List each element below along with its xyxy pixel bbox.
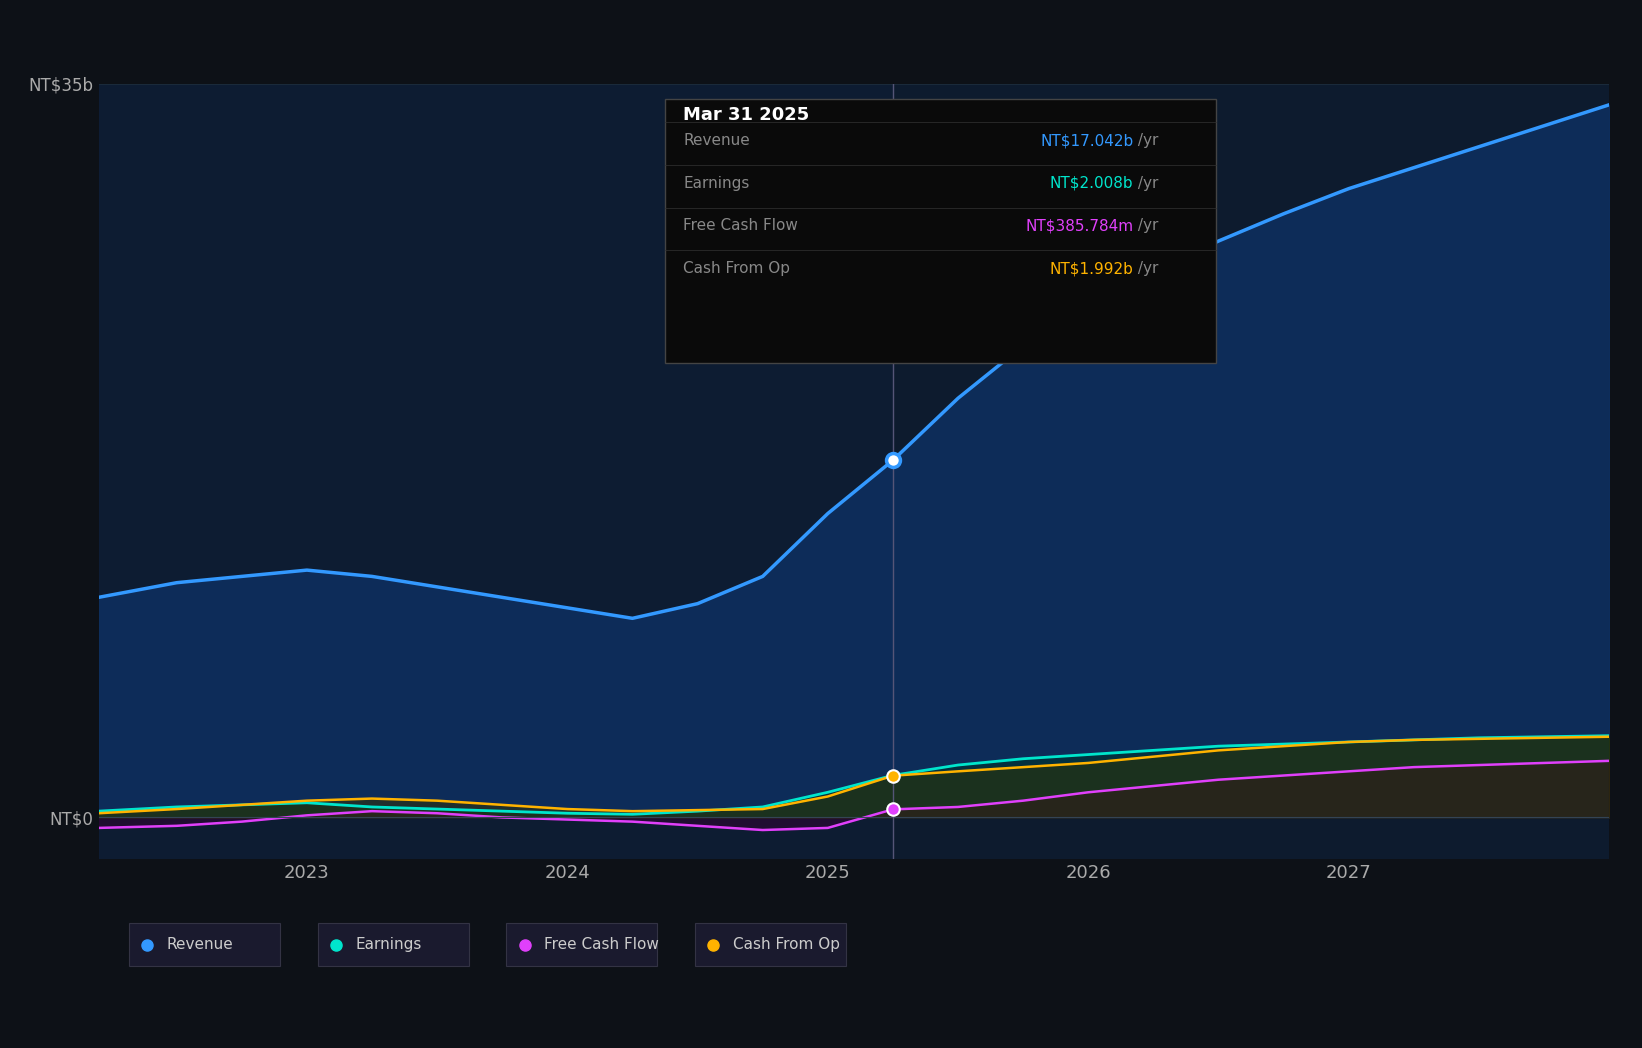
Text: /yr: /yr — [1133, 133, 1159, 148]
Text: Past: Past — [836, 115, 880, 133]
FancyBboxPatch shape — [317, 923, 468, 966]
Text: Mar 31 2025: Mar 31 2025 — [683, 106, 810, 124]
Bar — [99, 84, 893, 859]
Text: Cash From Op: Cash From Op — [683, 261, 790, 276]
Text: NT$385.784m: NT$385.784m — [1025, 218, 1133, 234]
Text: Analysts Forecasts: Analysts Forecasts — [906, 115, 1074, 133]
Text: /yr: /yr — [1133, 261, 1159, 276]
Text: Revenue: Revenue — [166, 937, 233, 953]
Text: NT$1.992b: NT$1.992b — [1049, 261, 1133, 276]
Text: NT$2.008b: NT$2.008b — [1049, 176, 1133, 191]
Text: Earnings: Earnings — [355, 937, 422, 953]
Text: Free Cash Flow: Free Cash Flow — [683, 218, 798, 234]
FancyBboxPatch shape — [665, 100, 1217, 363]
Text: Cash From Op: Cash From Op — [732, 937, 841, 953]
FancyBboxPatch shape — [128, 923, 279, 966]
Text: Earnings: Earnings — [683, 176, 749, 191]
FancyBboxPatch shape — [506, 923, 657, 966]
FancyBboxPatch shape — [695, 923, 846, 966]
Text: /yr: /yr — [1133, 218, 1159, 234]
Text: Revenue: Revenue — [683, 133, 750, 148]
Text: /yr: /yr — [1133, 176, 1159, 191]
Text: Free Cash Flow: Free Cash Flow — [544, 937, 658, 953]
Text: NT$17.042b: NT$17.042b — [1039, 133, 1133, 148]
